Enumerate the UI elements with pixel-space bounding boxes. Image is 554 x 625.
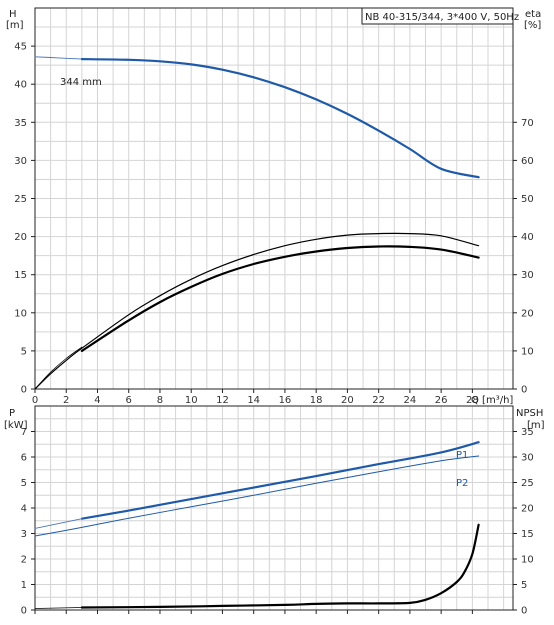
top-left-tick-label: 15 <box>14 270 27 281</box>
impeller-diameter-label: 344 mm <box>60 77 102 88</box>
top-right-tick-label: 20 <box>521 308 534 319</box>
top-right-tick-label: 50 <box>521 194 534 205</box>
x-tick-label: 22 <box>372 395 385 406</box>
bottom-right-axis-label-line2: [m] <box>527 420 545 431</box>
x-tick-label: 8 <box>157 395 163 406</box>
top-right-tick-label: 70 <box>521 118 534 129</box>
bottom-series-3-line <box>34 607 83 609</box>
legend-p1: P1 <box>456 450 468 461</box>
bottom-series-2-line <box>34 455 480 537</box>
x-tick-label: 12 <box>216 395 229 406</box>
bottom-series-1-line <box>34 518 83 529</box>
bottom-panel: 0 1 2 3 4 5 6 7 0 5 10 15 20 25 30 35 P [kW] NPSH [m] P… <box>4 405 545 617</box>
top-right-tick-label: 0 <box>521 385 527 396</box>
bottom-series-4-line <box>80 523 480 609</box>
top-series-0-line <box>34 56 83 60</box>
top-left-tick-label: 30 <box>14 156 27 167</box>
top-right-tick-label: 60 <box>521 156 534 167</box>
bottom-left-axis-label-line1: P <box>9 408 15 419</box>
bottom-right-axis-label-line1: NPSH <box>516 408 543 419</box>
bottom-right-tick-label: 20 <box>521 504 534 515</box>
bottom-left-tick-label: 0 <box>21 606 27 617</box>
x-tick-label: 20 <box>341 395 354 406</box>
bottom-right-tick-label: 25 <box>521 478 534 489</box>
x-tick-label: 2 <box>63 395 69 406</box>
top-left-tick-label: 35 <box>14 118 27 129</box>
x-tick-label: 16 <box>279 395 292 406</box>
x-tick-label: 4 <box>94 395 100 406</box>
bottom-left-tick-label: 6 <box>21 453 27 464</box>
bottom-left-tick-label: 2 <box>21 555 27 566</box>
top-right-tick-label: 30 <box>521 270 534 281</box>
top-left-tick-label: 40 <box>14 80 27 91</box>
top-left-tick-label: 5 <box>21 346 27 357</box>
x-tick-label: 18 <box>310 395 323 406</box>
x-tick-label: 6 <box>126 395 132 406</box>
bottom-series-0-line <box>80 441 480 520</box>
top-right-axis-label-line1: eta <box>525 9 541 20</box>
bottom-right-tick-label: 15 <box>521 529 534 540</box>
top-left-axis-label-line2: [m] <box>6 20 24 31</box>
legend-p2: P2 <box>456 478 468 489</box>
chart-title-box <box>361 7 514 25</box>
top-series-4-line <box>34 346 83 390</box>
bottom-right-tick-label: 10 <box>521 555 534 566</box>
top-series-2-line <box>34 232 480 390</box>
top-right-tick-label: 40 <box>521 232 534 243</box>
bottom-right-tick-label: 30 <box>521 453 534 464</box>
bottom-right-tick-label: 5 <box>521 580 527 591</box>
top-right-axis-label-line2: [%] <box>524 20 541 31</box>
x-tick-label: 28 <box>466 395 479 406</box>
bottom-left-tick-label: 4 <box>21 504 27 515</box>
bottom-left-axis-label-line2: [kW] <box>4 420 28 431</box>
top-left-tick-label: 10 <box>14 308 27 319</box>
x-tick-label: 14 <box>247 395 260 406</box>
chart-title: NB 40-315/344, 3*400 V, 50Hz <box>365 12 519 23</box>
top-left-tick-label: 20 <box>14 232 27 243</box>
x-tick-label: 10 <box>185 395 198 406</box>
bottom-left-tick-label: 5 <box>21 478 27 489</box>
top-series-3-line <box>80 245 480 352</box>
top-series-1-line <box>80 58 480 179</box>
top-x-axis-label: Q [m³/h] <box>471 395 513 406</box>
bottom-left-tick-label: 1 <box>21 580 27 591</box>
bottom-left-tick-label: 7 <box>21 427 27 438</box>
x-tick-label: 0 <box>32 395 38 406</box>
bottom-right-tick-label: 0 <box>521 606 527 617</box>
bottom-right-tick-label: 35 <box>521 427 534 438</box>
top-left-tick-label: 45 <box>14 42 27 53</box>
x-tick-label: 24 <box>404 395 417 406</box>
x-tick-label: 26 <box>435 395 448 406</box>
bottom-left-tick-label: 3 <box>21 529 27 540</box>
top-right-tick-label: 10 <box>521 346 534 357</box>
top-left-tick-label: 25 <box>14 194 27 205</box>
top-left-axis-label-line1: H <box>9 9 17 20</box>
top-left-tick-label: 0 <box>21 385 27 396</box>
